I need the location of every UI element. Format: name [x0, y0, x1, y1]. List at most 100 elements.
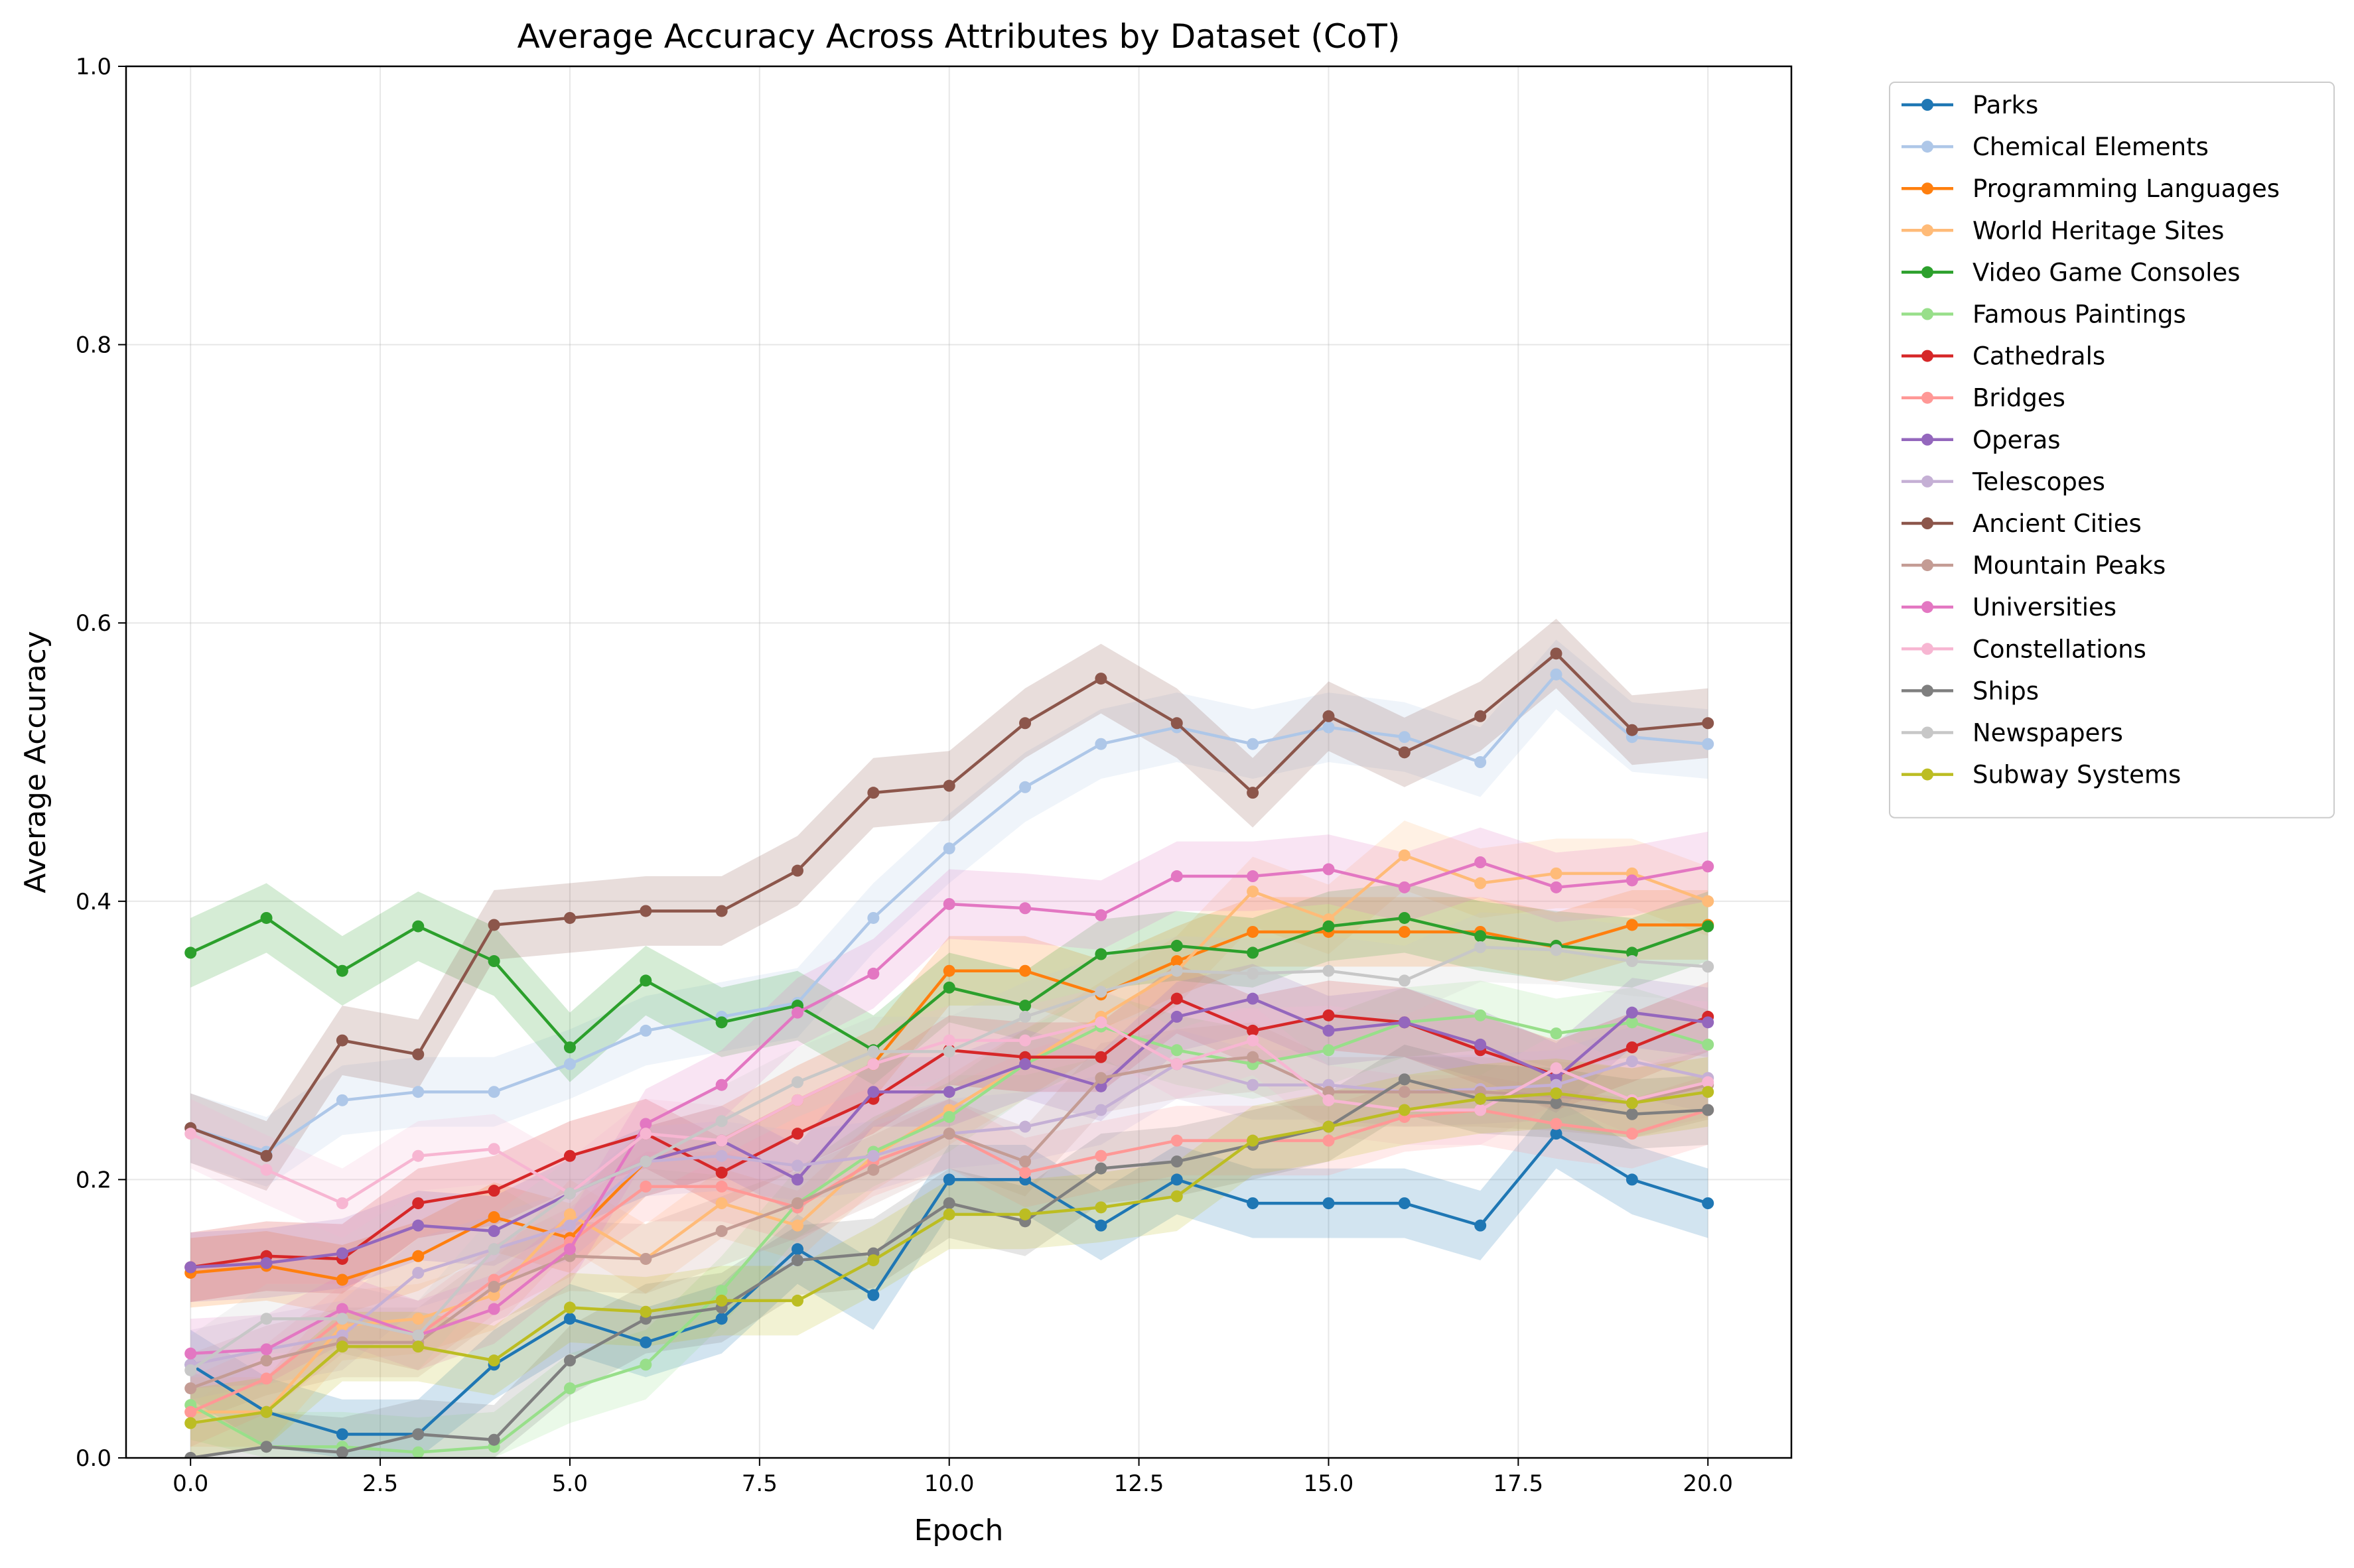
legend-marker-constellations [1921, 643, 1933, 655]
band-subway-systems [190, 1057, 1708, 1458]
data-point-mountain-peaks [792, 1197, 804, 1210]
data-point-programming-languages [412, 1250, 425, 1262]
legend-marker-bridges [1921, 391, 1933, 404]
data-point-constellations [184, 1128, 197, 1140]
x-tick-label: 15.0 [1304, 1470, 1354, 1497]
data-point-universities [1247, 870, 1259, 883]
data-point-chemical-elements [563, 1058, 576, 1071]
data-point-chemical-elements [336, 1094, 348, 1106]
data-point-parks [1550, 1128, 1562, 1140]
data-point-world-heritage-sites [412, 1313, 425, 1325]
data-point-constellations [1702, 1076, 1714, 1088]
data-point-newspapers [640, 1155, 652, 1168]
data-point-chemical-elements [488, 1086, 500, 1098]
data-point-ships [488, 1433, 500, 1446]
data-point-telescopes [1247, 1078, 1259, 1091]
x-tick-label: 0.0 [173, 1470, 208, 1497]
data-point-constellations [260, 1163, 273, 1176]
legend-marker-cathedrals [1921, 350, 1933, 362]
data-point-mountain-peaks [1398, 1086, 1411, 1098]
data-point-universities [1170, 870, 1183, 883]
data-point-constellations [336, 1197, 348, 1210]
data-point-operas [1474, 1038, 1487, 1051]
data-point-universities [1702, 860, 1714, 873]
data-point-telescopes [867, 1149, 880, 1162]
data-point-mountain-peaks [867, 1163, 880, 1176]
data-point-chemical-elements [867, 911, 880, 924]
legend-marker-telescopes [1921, 475, 1933, 488]
data-point-world-heritage-sites [488, 1289, 500, 1301]
data-point-mountain-peaks [1322, 1086, 1335, 1098]
data-point-telescopes [792, 1159, 804, 1172]
data-point-operas [1247, 992, 1259, 1005]
data-point-newspapers [563, 1187, 576, 1200]
data-point-video-game-consoles [715, 1016, 728, 1029]
data-point-bridges [1095, 1149, 1107, 1162]
data-point-newspapers [1702, 960, 1714, 973]
data-point-mountain-peaks [260, 1354, 273, 1367]
data-point-famous-paintings [715, 1285, 728, 1297]
data-point-famous-paintings [1702, 1038, 1714, 1051]
data-point-mountain-peaks [488, 1280, 500, 1293]
data-point-ships [1626, 1108, 1638, 1120]
legend: Parks Chemical Elements Programming Langua… [1889, 82, 2335, 818]
data-point-parks [1398, 1197, 1411, 1210]
data-point-subway-systems [1322, 1120, 1335, 1133]
legend-label-programming-languages: Programming Languages [1973, 174, 2280, 203]
x-axis-label: Epoch [914, 1514, 1004, 1547]
data-point-constellations [640, 1128, 652, 1140]
legend-label-operas: Operas [1973, 426, 2061, 454]
data-point-world-heritage-sites [1398, 849, 1411, 862]
data-point-universities [260, 1343, 273, 1356]
data-point-video-game-consoles [1474, 930, 1487, 943]
data-point-video-game-consoles [1398, 911, 1411, 924]
data-point-ships [1170, 1155, 1183, 1168]
data-point-subway-systems [184, 1417, 197, 1429]
legend-label-famous-paintings: Famous Paintings [1973, 300, 2186, 329]
legend-label-mountain-peaks: Mountain Peaks [1973, 551, 2166, 580]
data-point-chemical-elements [412, 1086, 425, 1098]
data-point-operas [1626, 1006, 1638, 1019]
data-point-ancient-cities [412, 1048, 425, 1061]
data-point-bridges [1550, 1118, 1562, 1130]
data-point-universities [943, 897, 955, 910]
data-point-mountain-peaks [1095, 1072, 1107, 1084]
data-point-video-game-consoles [184, 947, 197, 959]
data-point-cathedrals [1322, 1009, 1335, 1021]
data-point-ships [563, 1354, 576, 1367]
legend-label-world-heritage-sites: World Heritage Sites [1973, 216, 2224, 245]
data-point-cathedrals [792, 1128, 804, 1140]
data-point-ships [260, 1441, 273, 1453]
data-point-programming-languages [1019, 964, 1032, 977]
data-point-ships [1550, 1097, 1562, 1110]
legend-marker-operas [1921, 433, 1933, 446]
data-point-chemical-elements [640, 1024, 652, 1037]
data-point-parks [867, 1289, 880, 1301]
y-tick-label: 0.2 [76, 1167, 111, 1193]
data-point-mountain-peaks [943, 1128, 955, 1140]
data-point-constellations [1095, 1016, 1107, 1029]
data-point-newspapers [792, 1076, 804, 1088]
data-point-bridges [640, 1180, 652, 1193]
data-point-subway-systems [1702, 1086, 1714, 1098]
data-point-newspapers [1626, 955, 1638, 968]
data-point-ships [184, 1452, 197, 1458]
data-point-mountain-peaks [1019, 1155, 1032, 1168]
data-point-cathedrals [1626, 1041, 1638, 1054]
data-point-universities [792, 1006, 804, 1019]
data-point-constellations [412, 1149, 425, 1162]
data-point-telescopes [1626, 1055, 1638, 1068]
data-point-newspapers [1095, 986, 1107, 998]
data-point-world-heritage-sites [792, 1219, 804, 1232]
data-point-programming-languages [1247, 925, 1259, 938]
data-point-subway-systems [1550, 1087, 1562, 1100]
data-point-chemical-elements [1474, 756, 1487, 768]
data-point-constellations [1019, 1034, 1032, 1047]
data-point-famous-paintings [1170, 1044, 1183, 1057]
data-point-parks [1626, 1173, 1638, 1186]
data-point-famous-paintings [412, 1446, 425, 1458]
data-point-universities [1322, 863, 1335, 876]
data-point-ancient-cities [640, 905, 652, 917]
data-point-video-game-consoles [1702, 920, 1714, 933]
legend-marker-universities [1921, 601, 1933, 614]
